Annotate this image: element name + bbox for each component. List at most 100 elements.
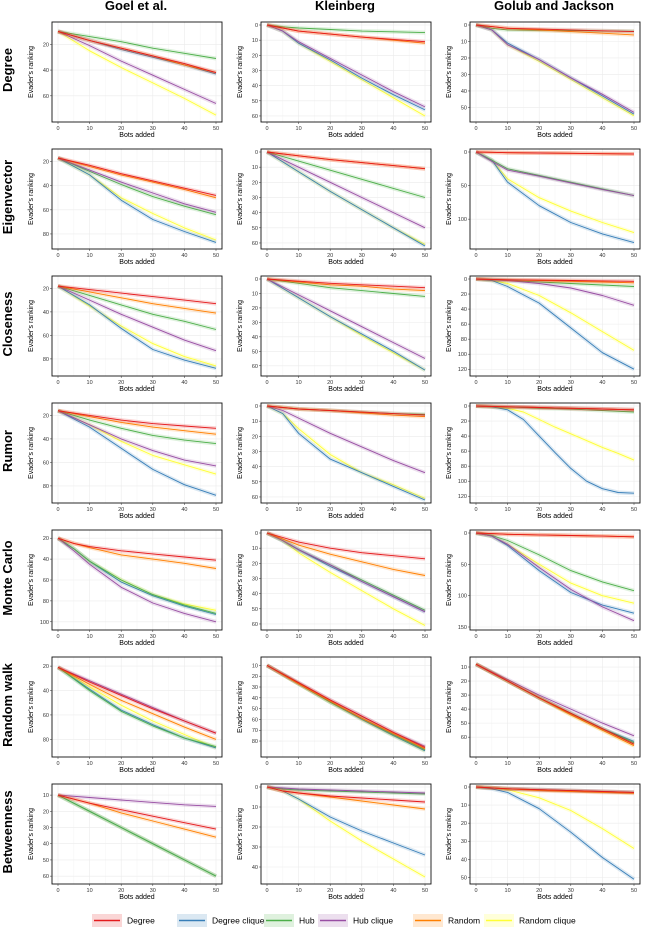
x-tick-label: 30: [150, 888, 156, 894]
series-line-hub: [475, 532, 635, 592]
x-tick-label: 0: [474, 761, 477, 767]
y-tick-label: 0: [255, 150, 258, 156]
y-tick-label: 20: [252, 53, 258, 59]
y-tick-label: 80: [461, 464, 467, 470]
series-line-degree-clique: [57, 157, 217, 243]
y-tick-label: 10: [461, 39, 467, 45]
y-tick-label: 30: [461, 72, 467, 78]
y-axis-label: Evader's ranking: [28, 173, 35, 225]
x-tick-label: 0: [265, 888, 268, 894]
legend-item-random: Random: [413, 914, 480, 927]
y-tick-label: 60: [252, 114, 258, 120]
x-tick-label: 0: [474, 888, 477, 894]
x-tick-label: 0: [265, 634, 268, 640]
y-tick-label: 10: [252, 165, 258, 171]
y-tick-label: 60: [43, 208, 49, 214]
y-tick-label: 80: [43, 737, 49, 743]
x-axis-label: Bots added: [537, 259, 573, 266]
x-tick-label: 50: [631, 507, 637, 513]
row-title-monte-carlo: Monte Carlo: [0, 540, 15, 615]
y-tick-label: 120: [458, 367, 467, 373]
x-tick-label: 10: [87, 634, 93, 640]
series-line-degree: [57, 410, 217, 429]
gridlines: [470, 530, 640, 630]
x-tick-label: 50: [631, 761, 637, 767]
x-tick-label: 10: [296, 634, 302, 640]
x-tick-label: 50: [631, 126, 637, 132]
x-tick-label: 0: [265, 380, 268, 386]
x-tick-label: 0: [474, 253, 477, 259]
y-tick-label: 60: [43, 874, 49, 880]
y-tick-label: 50: [252, 707, 258, 713]
x-tick-label: 0: [56, 888, 59, 894]
y-axis-label: Evader's ranking: [237, 300, 244, 352]
x-tick-label: 20: [118, 761, 124, 767]
x-tick-label: 30: [568, 507, 574, 513]
y-tick-label: 40: [461, 89, 467, 95]
x-tick-label: 30: [150, 761, 156, 767]
plot-frame: [51, 783, 223, 885]
panel-closeness-golub-and-jackson: 0 10 20 30 40 50 0 20 40 60 80 100 120 Bots added Evad…: [446, 275, 641, 393]
x-tick-label: 40: [390, 888, 396, 894]
x-tick-label: 20: [536, 507, 542, 513]
y-tick-label: 30: [252, 845, 258, 851]
y-tick-label: 40: [43, 842, 49, 848]
series-line-degree: [266, 24, 426, 43]
x-tick-label: 0: [56, 761, 59, 767]
x-tick-label: 20: [536, 253, 542, 259]
y-tick-label: 20: [43, 42, 49, 48]
x-axis-label: Bots added: [537, 386, 573, 393]
y-tick-label: 40: [252, 465, 258, 471]
y-tick-label: 40: [252, 865, 258, 871]
gridlines: [52, 784, 222, 884]
y-tick-label: 20: [252, 180, 258, 186]
x-axis-label: Bots added: [119, 767, 155, 774]
y-tick-label: 20: [43, 286, 49, 292]
series-line-degree: [475, 786, 635, 793]
y-tick-label: 20: [461, 419, 467, 425]
y-tick-label: 30: [252, 685, 258, 691]
series-line-degree: [57, 794, 217, 830]
x-tick-label: 30: [568, 634, 574, 640]
x-tick-label: 10: [87, 126, 93, 132]
y-tick-label: 0: [464, 277, 467, 283]
series-line-degree: [475, 151, 635, 155]
x-tick-label: 20: [118, 380, 124, 386]
x-tick-label: 30: [359, 761, 365, 767]
x-tick-label: 20: [536, 888, 542, 894]
panel-betweenness-kleinberg: 0 10 20 30 40 50 0 10 20 30 40 Bots added Evader's r…: [237, 783, 432, 901]
y-tick-label: 10: [461, 665, 467, 671]
y-tick-label: 10: [252, 291, 258, 297]
panel-random-walk-kleinberg: 0 10 20 30 40 50 10 20 30 40 50 60 70 80 Bots added Eva…: [237, 656, 432, 774]
y-tick-label: 100: [458, 217, 467, 223]
x-tick-label: 40: [181, 380, 187, 386]
plot-frame: [260, 783, 432, 885]
y-axis-label: Evader's ranking: [446, 46, 453, 98]
x-tick-label: 10: [87, 253, 93, 259]
x-axis-label: Bots added: [537, 132, 573, 139]
x-tick-label: 20: [118, 253, 124, 259]
y-axis-label: Evader's ranking: [446, 427, 453, 479]
y-axis-label: Evader's ranking: [237, 808, 244, 860]
y-axis-label: Evader's ranking: [446, 808, 453, 860]
plot-frame: [51, 21, 223, 123]
y-axis-label: Evader's ranking: [28, 427, 35, 479]
x-tick-label: 10: [296, 253, 302, 259]
x-axis-label: Bots added: [328, 767, 364, 774]
panel-monte-carlo-kleinberg: 0 10 20 30 40 50 0 10 20 30 40 50 60 Bots added Evader…: [237, 529, 432, 647]
y-axis-label: Evader's ranking: [28, 681, 35, 733]
x-axis-label: Bots added: [537, 640, 573, 647]
series-line-degree: [57, 30, 217, 74]
x-tick-label: 30: [359, 888, 365, 894]
plot-frame: [469, 783, 641, 885]
series-line-random: [57, 157, 217, 199]
legend-label: Random: [448, 916, 480, 926]
gridlines: [470, 657, 640, 757]
gridlines: [261, 403, 431, 503]
column-title-goel: Goel et al.: [105, 0, 167, 13]
series-line-degree: [475, 405, 635, 411]
row-titles: Degree Eigenvector Closeness Rumor Monte…: [0, 48, 15, 874]
x-tick-label: 40: [599, 253, 605, 259]
x-tick-label: 50: [422, 634, 428, 640]
series-line-degree: [57, 157, 217, 196]
